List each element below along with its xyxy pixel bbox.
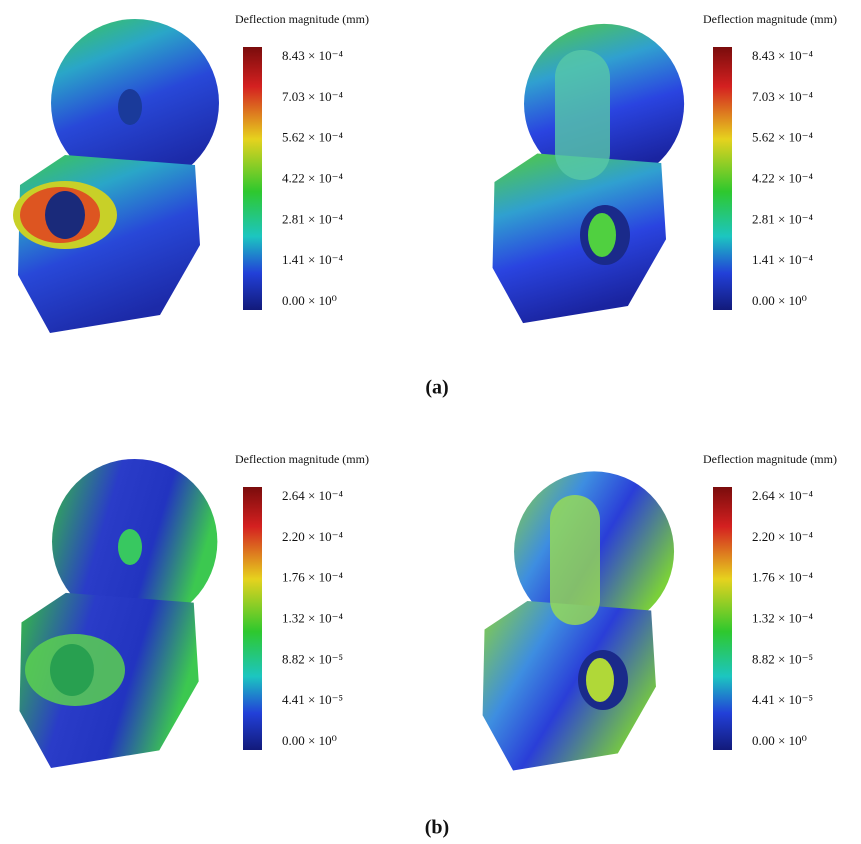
colorbar-tick-label: 2.20 × 10⁻⁴ (282, 529, 343, 544)
colorbar-tick-label: 8.43 × 10⁻⁴ (282, 48, 343, 63)
colorbar-tick-label: 1.32 × 10⁻⁴ (282, 610, 343, 625)
colorbar-tick-label: 8.43 × 10⁻⁴ (752, 48, 813, 63)
colorbar-tick-label: 5.62 × 10⁻⁴ (282, 130, 343, 145)
colorbar-tick-label: 1.76 × 10⁻⁴ (752, 570, 813, 585)
fea-image (19, 458, 218, 769)
colorbar-tick-label: 8.82 × 10⁻⁵ (752, 651, 813, 666)
colorbar-tick-label: 0.00 × 10⁰ (752, 733, 807, 748)
colorbar-tick-label: 2.64 × 10⁻⁴ (282, 488, 343, 503)
colorbar-tick-label: 2.81 × 10⁻⁴ (282, 211, 343, 226)
colorbar-tick-label: 8.82 × 10⁻⁵ (282, 651, 343, 666)
fea-image (492, 23, 685, 324)
colorbar-tick-label: 2.20 × 10⁻⁴ (752, 529, 813, 544)
colorbar (713, 47, 732, 310)
colorbar-tick-label: 0.00 × 10⁰ (282, 733, 337, 748)
colorbar (713, 487, 732, 750)
colorbar-tick-label: 0.00 × 10⁰ (282, 293, 337, 308)
colorbar-tick-label: 4.41 × 10⁻⁵ (282, 692, 343, 707)
colorbar-tick-label: 7.03 × 10⁻⁴ (752, 89, 813, 104)
colorbar-tick-label: 4.22 × 10⁻⁴ (752, 170, 813, 185)
panel-label: (b) (425, 817, 449, 839)
colorbar-tick-label: 5.62 × 10⁻⁴ (752, 130, 813, 145)
colorbar-tick-label: 2.64 × 10⁻⁴ (752, 488, 813, 503)
colorbar-tick-label: 4.41 × 10⁻⁵ (752, 692, 813, 707)
legend-title: Deflection magnitude (mm) (703, 452, 837, 466)
colorbar-tick-label: 4.22 × 10⁻⁴ (282, 170, 343, 185)
colorbar-tick-label: 1.32 × 10⁻⁴ (752, 610, 813, 625)
legend-title: Deflection magnitude (mm) (235, 12, 369, 26)
colorbar-tick-label: 1.76 × 10⁻⁴ (282, 570, 343, 585)
panel-label: (a) (425, 377, 448, 399)
fea-image (13, 19, 219, 333)
colorbar (243, 47, 262, 310)
fea-image (482, 471, 675, 771)
legend-title: Deflection magnitude (mm) (703, 12, 837, 26)
colorbar-tick-label: 7.03 × 10⁻⁴ (282, 89, 343, 104)
colorbar (243, 487, 262, 750)
colorbar-tick-label: 2.81 × 10⁻⁴ (752, 211, 813, 226)
colorbar-tick-label: 1.41 × 10⁻⁴ (752, 252, 813, 267)
colorbar-tick-label: 1.41 × 10⁻⁴ (282, 252, 343, 267)
colorbar-tick-label: 0.00 × 10⁰ (752, 293, 807, 308)
legend-title: Deflection magnitude (mm) (235, 452, 369, 466)
